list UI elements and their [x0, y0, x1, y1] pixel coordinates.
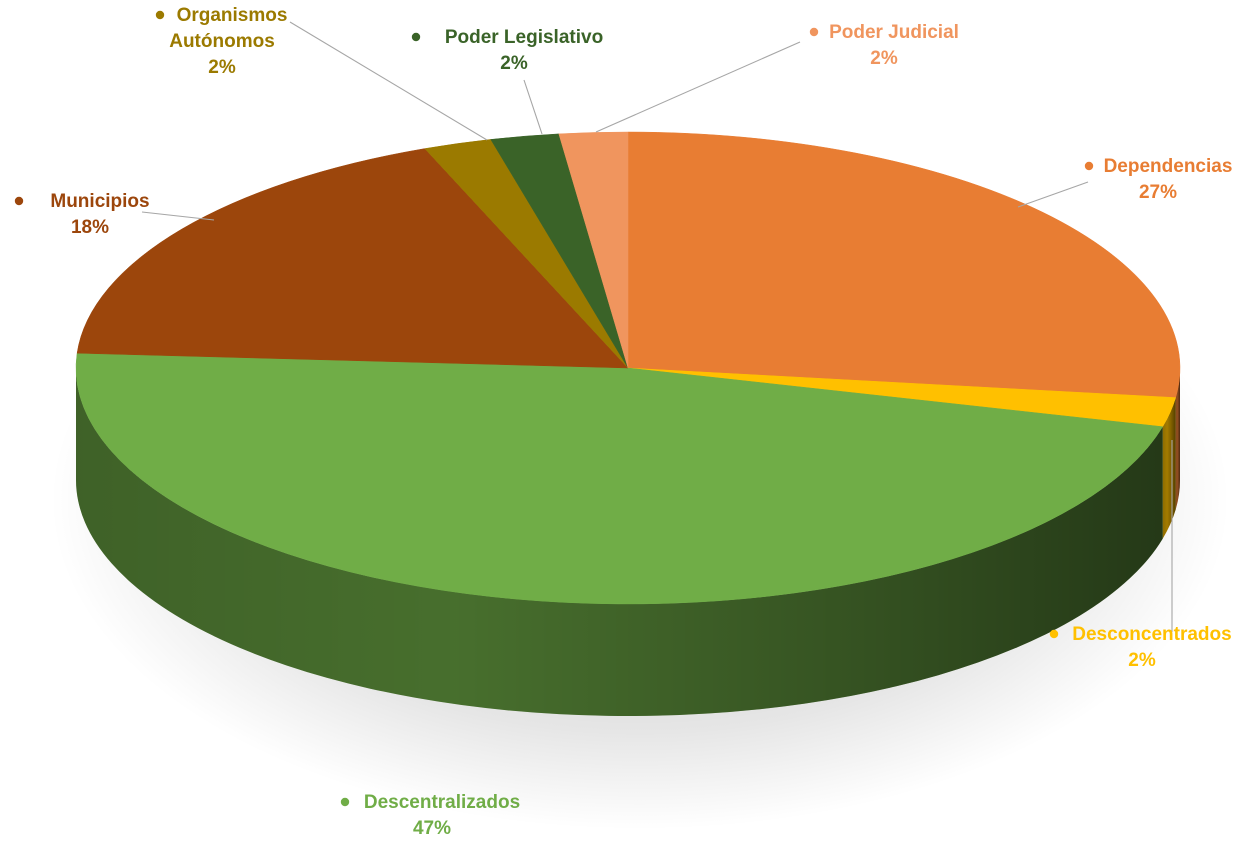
leader-line-poder-judicial [595, 41, 801, 133]
data-label-organismos-autonomos: Organismos Autónomos 2% [155, 5, 288, 78]
legend-dot-desconcentrados [1049, 629, 1059, 639]
category-label-desconcentrados: Desconcentrados [1072, 624, 1231, 645]
data-label-dependencias: Dependencias 27% [1084, 156, 1233, 203]
legend-dot-dependencias [1084, 161, 1094, 171]
percent-label-municipios: 18% [71, 217, 109, 238]
category-label-municipios: Municipios [50, 191, 149, 212]
category-label-organismos-autonomos-line-2: Autónomos [169, 31, 275, 52]
percent-label-dependencias: 27% [1139, 182, 1177, 203]
leader-line-dependencias [1017, 181, 1089, 208]
pie-slice-poder-judicial [558, 131, 629, 369]
leader-line-poder-legislativo [523, 79, 543, 135]
legend-dot-descentralizados [340, 797, 350, 807]
legend-dot-organismos-autonomos [155, 10, 165, 20]
percent-label-poder-legislativo: 2% [500, 53, 528, 74]
data-label-desconcentrados: Desconcentrados 2% [1049, 624, 1232, 671]
pie-slice-dependencias [627, 131, 1181, 398]
percent-label-desconcentrados: 2% [1128, 650, 1156, 671]
legend-dot-poder-judicial [809, 27, 819, 37]
data-label-descentralizados: Descentralizados 47% [340, 792, 520, 839]
category-label-dependencias: Dependencias [1104, 156, 1233, 177]
legend-dot-poder-legislativo [411, 32, 421, 42]
data-label-municipios: Municipios 18% [14, 191, 150, 238]
data-label-poder-legislativo: Poder Legislativo 2% [411, 27, 603, 74]
percent-label-poder-judicial: 2% [870, 48, 898, 69]
data-label-poder-judicial: Poder Judicial 2% [809, 22, 959, 69]
category-label-organismos-autonomos-line-1: Organismos [177, 5, 288, 26]
leader-line-municipios [141, 211, 215, 221]
pie-slice-descentralizados [75, 352, 1164, 605]
category-label-descentralizados: Descentralizados [364, 792, 520, 813]
pie-slice-municipios [76, 148, 629, 369]
pie-side-shade-descentralizados [76, 368, 1163, 717]
percent-label-descentralizados: 47% [413, 818, 451, 839]
category-label-poder-judicial: Poder Judicial [829, 22, 959, 43]
leader-line-organismos-autonomos [289, 21, 488, 141]
percent-label-organismos-autonomos: 2% [208, 57, 236, 78]
pie-side-shade-dependencias [1175, 368, 1180, 510]
category-label-poder-legislativo: Poder Legislativo [445, 27, 603, 48]
legend-dot-municipios [14, 196, 24, 206]
